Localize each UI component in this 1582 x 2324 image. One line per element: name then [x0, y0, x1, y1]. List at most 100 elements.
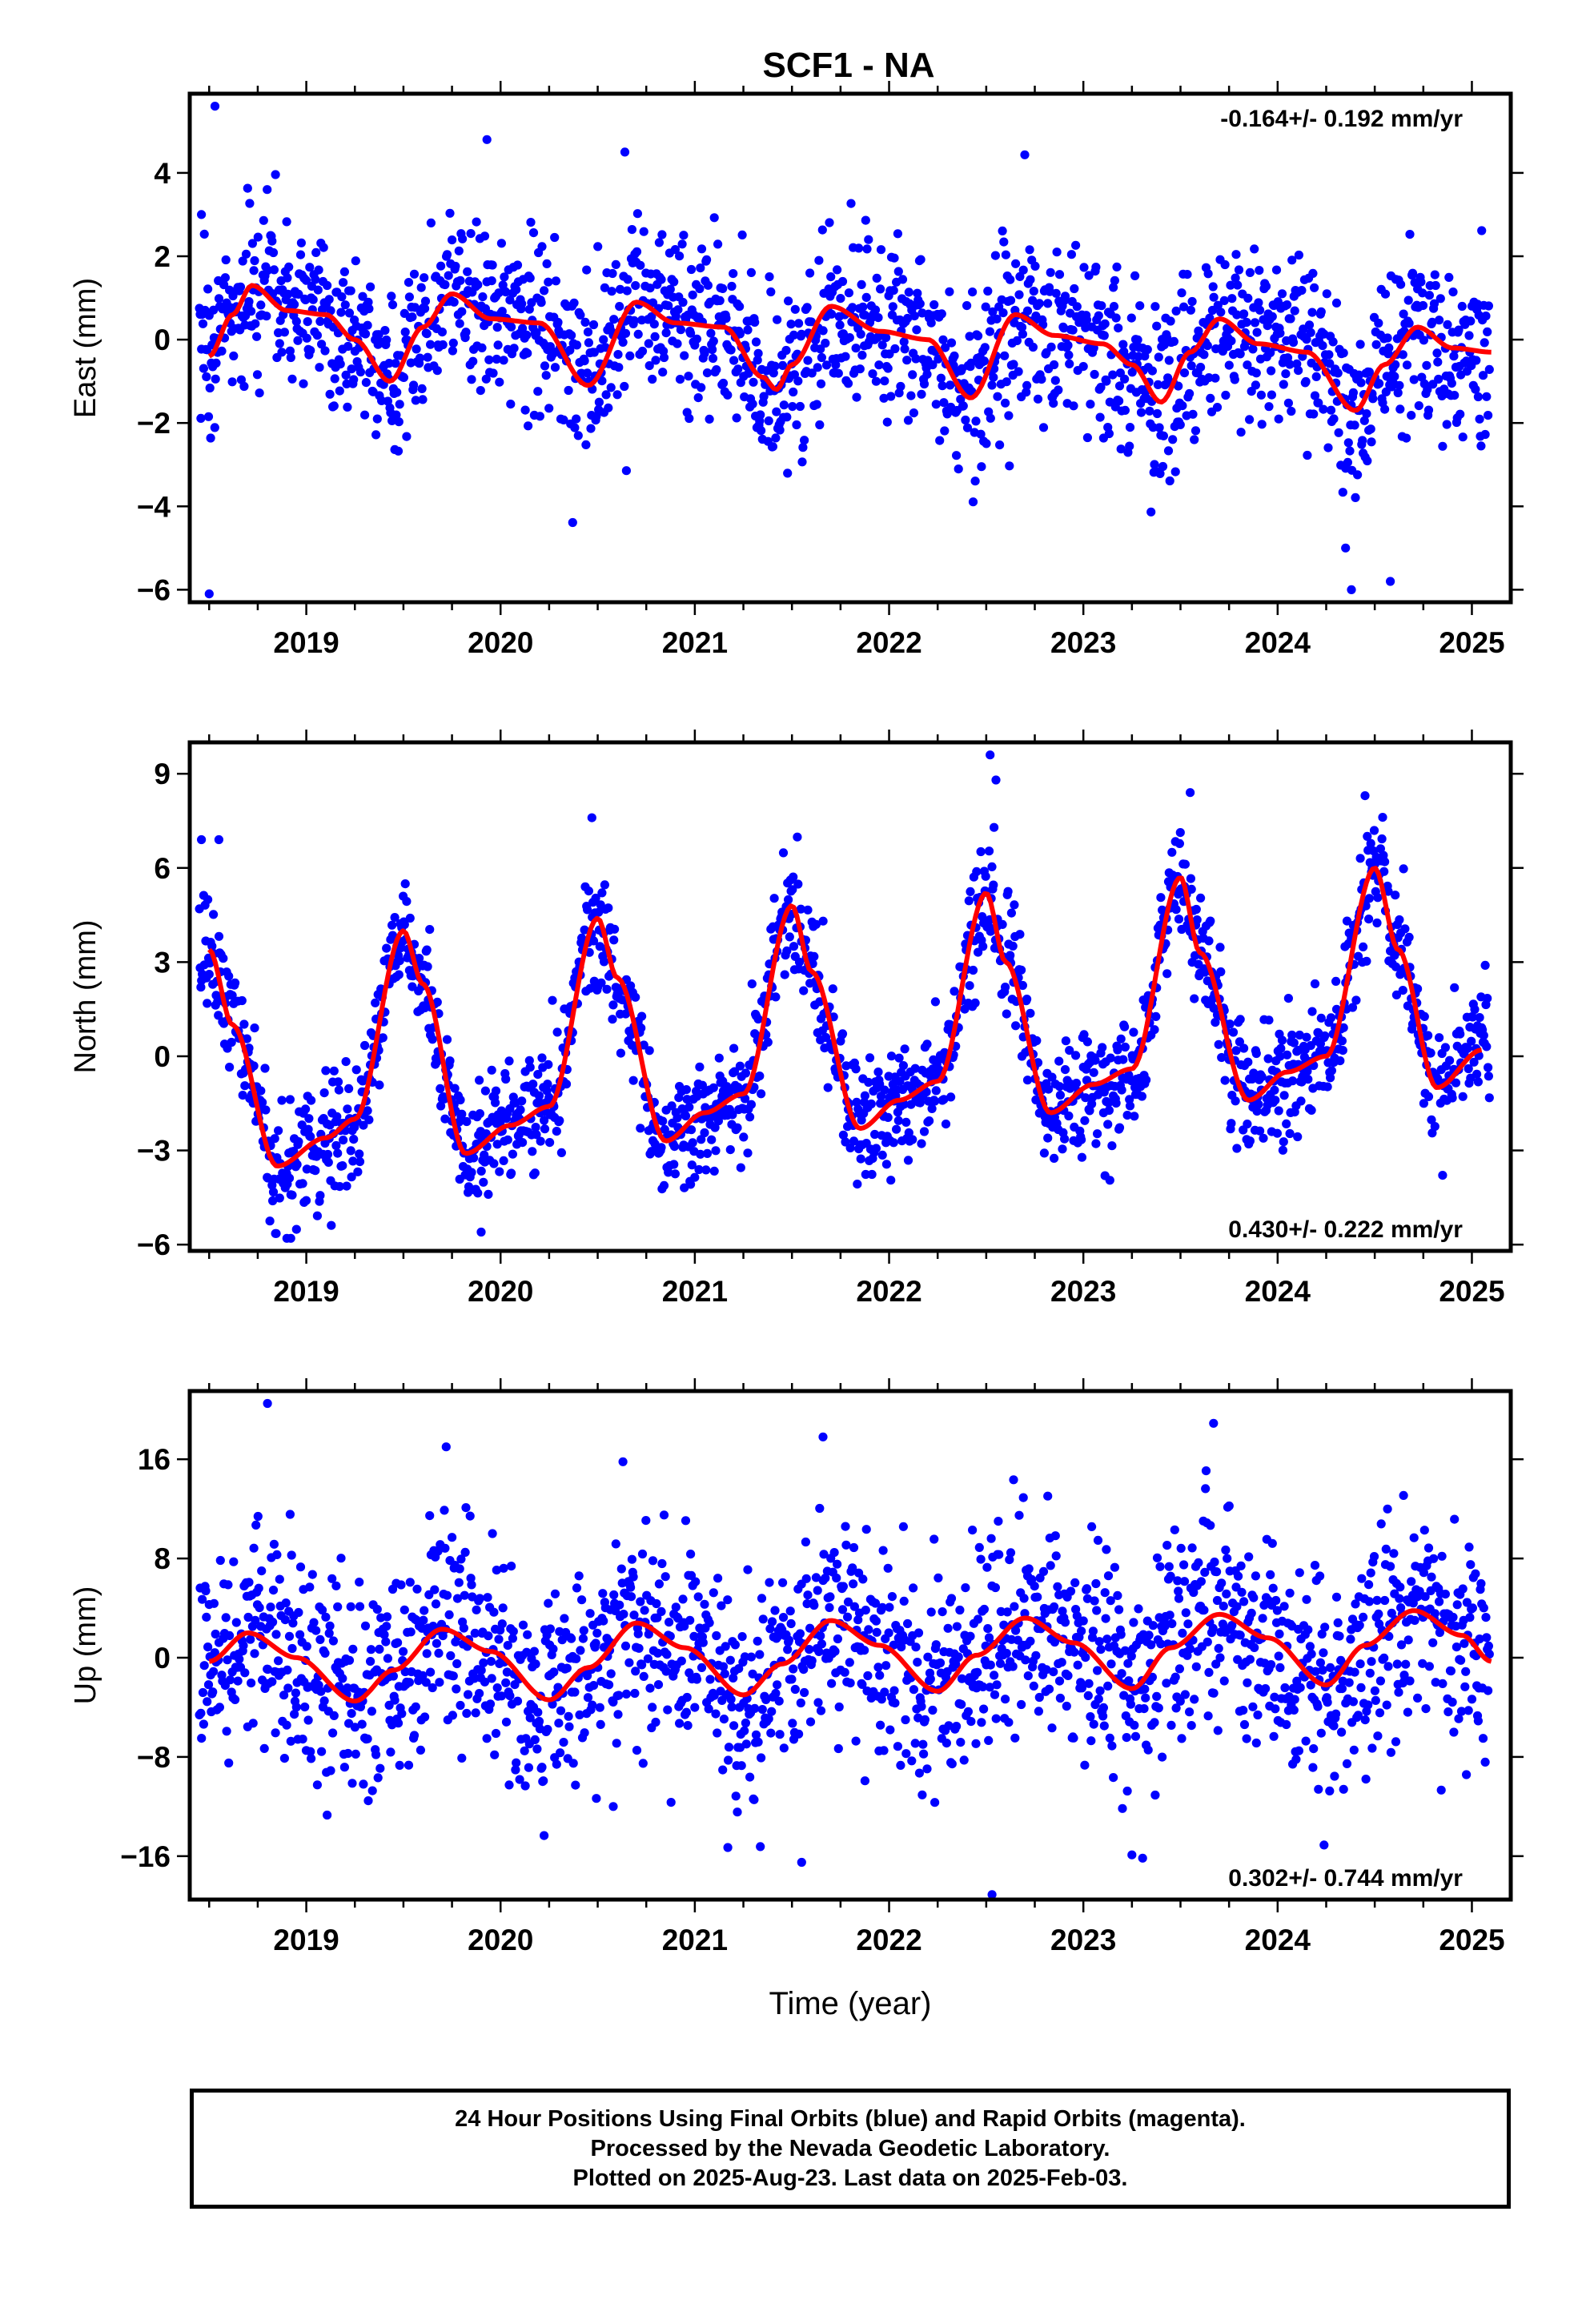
data-point	[481, 374, 491, 384]
data-point	[599, 1616, 608, 1626]
data-point	[227, 991, 237, 1000]
data-point	[1338, 1046, 1347, 1055]
data-point	[609, 1590, 619, 1600]
data-point	[1022, 1076, 1033, 1085]
data-point	[705, 414, 714, 424]
data-point	[343, 1748, 353, 1759]
data-point	[335, 360, 345, 369]
data-point	[778, 848, 789, 858]
data-point	[320, 1648, 330, 1658]
data-point	[329, 1711, 339, 1720]
data-point	[986, 1534, 996, 1543]
data-point	[1026, 275, 1035, 284]
data-point	[858, 302, 868, 312]
data-point	[978, 942, 988, 951]
data-point	[919, 1127, 930, 1136]
data-point	[1354, 370, 1363, 380]
data-point	[1391, 360, 1400, 369]
data-point	[1104, 428, 1114, 439]
data-point	[1261, 281, 1271, 292]
data-point	[875, 1671, 885, 1680]
data-point	[743, 325, 753, 335]
data-point	[482, 1734, 492, 1743]
data-point	[690, 1172, 700, 1182]
x-tick-label: 2023	[1050, 1275, 1116, 1308]
data-point	[821, 1574, 830, 1583]
data-point	[886, 1051, 897, 1061]
data-point	[301, 1104, 311, 1114]
data-point	[611, 259, 620, 269]
data-point	[864, 235, 873, 244]
y-tick-label: 4	[154, 157, 171, 190]
up-panel: 2019 2020 2021 2022 2023 2024 2025−16−80816Up …	[69, 1378, 1524, 2021]
data-point	[910, 1739, 920, 1748]
data-point	[383, 1654, 392, 1663]
data-point	[344, 1084, 354, 1093]
data-point	[360, 410, 370, 420]
data-point	[1090, 1055, 1100, 1065]
data-point	[873, 1663, 883, 1672]
data-point	[1347, 1003, 1358, 1012]
data-point	[1022, 380, 1032, 390]
data-point	[837, 1029, 848, 1039]
data-point	[1113, 1590, 1122, 1600]
x-tick-label: 2024	[1245, 1275, 1311, 1308]
data-point	[677, 1656, 686, 1666]
data-point	[402, 897, 412, 907]
data-point	[681, 1516, 691, 1526]
data-point	[639, 1040, 648, 1050]
data-point	[889, 1686, 899, 1695]
data-point	[462, 1116, 472, 1127]
data-point	[540, 361, 550, 371]
data-point	[712, 1630, 721, 1641]
data-point	[580, 317, 590, 327]
data-point	[946, 380, 955, 390]
data-point	[333, 1148, 343, 1158]
data-point	[203, 1697, 212, 1707]
data-point	[736, 1163, 745, 1172]
data-point	[837, 276, 848, 287]
data-point	[954, 464, 963, 474]
data-point	[909, 311, 919, 321]
data-point	[740, 1652, 750, 1662]
data-point	[910, 1063, 920, 1073]
data-point	[1196, 893, 1206, 903]
data-point	[197, 210, 207, 219]
data-point	[1093, 1535, 1103, 1545]
data-point	[1335, 1056, 1345, 1066]
data-point	[1231, 250, 1241, 259]
data-point	[872, 273, 881, 283]
data-point	[1179, 368, 1190, 378]
data-point	[986, 413, 995, 423]
data-point	[282, 1720, 291, 1730]
data-point	[381, 1637, 391, 1647]
data-point	[689, 1631, 699, 1641]
data-point	[990, 822, 999, 832]
data-point	[1070, 1578, 1080, 1587]
data-point	[572, 1583, 582, 1593]
data-point	[1077, 1152, 1086, 1162]
data-point	[1103, 1571, 1114, 1581]
data-point	[626, 1592, 636, 1602]
data-point	[585, 983, 595, 993]
data-point	[580, 925, 589, 935]
data-point	[904, 287, 913, 297]
data-point	[284, 1631, 295, 1641]
data-point	[1297, 286, 1307, 296]
data-point	[463, 267, 472, 276]
data-point	[1231, 1096, 1240, 1106]
data-point	[267, 236, 277, 246]
data-point	[1356, 378, 1366, 388]
data-point	[235, 1655, 244, 1664]
data-point	[1087, 1099, 1097, 1109]
data-point	[704, 1704, 713, 1714]
data-point	[471, 1708, 480, 1718]
x-tick-label: 2019	[273, 1275, 339, 1308]
data-point	[957, 1699, 966, 1709]
data-point	[244, 1578, 254, 1587]
data-point	[679, 231, 689, 240]
data-point	[697, 1080, 708, 1090]
data-point	[1463, 1043, 1472, 1053]
data-point	[630, 1688, 640, 1699]
data-point	[1432, 348, 1442, 358]
